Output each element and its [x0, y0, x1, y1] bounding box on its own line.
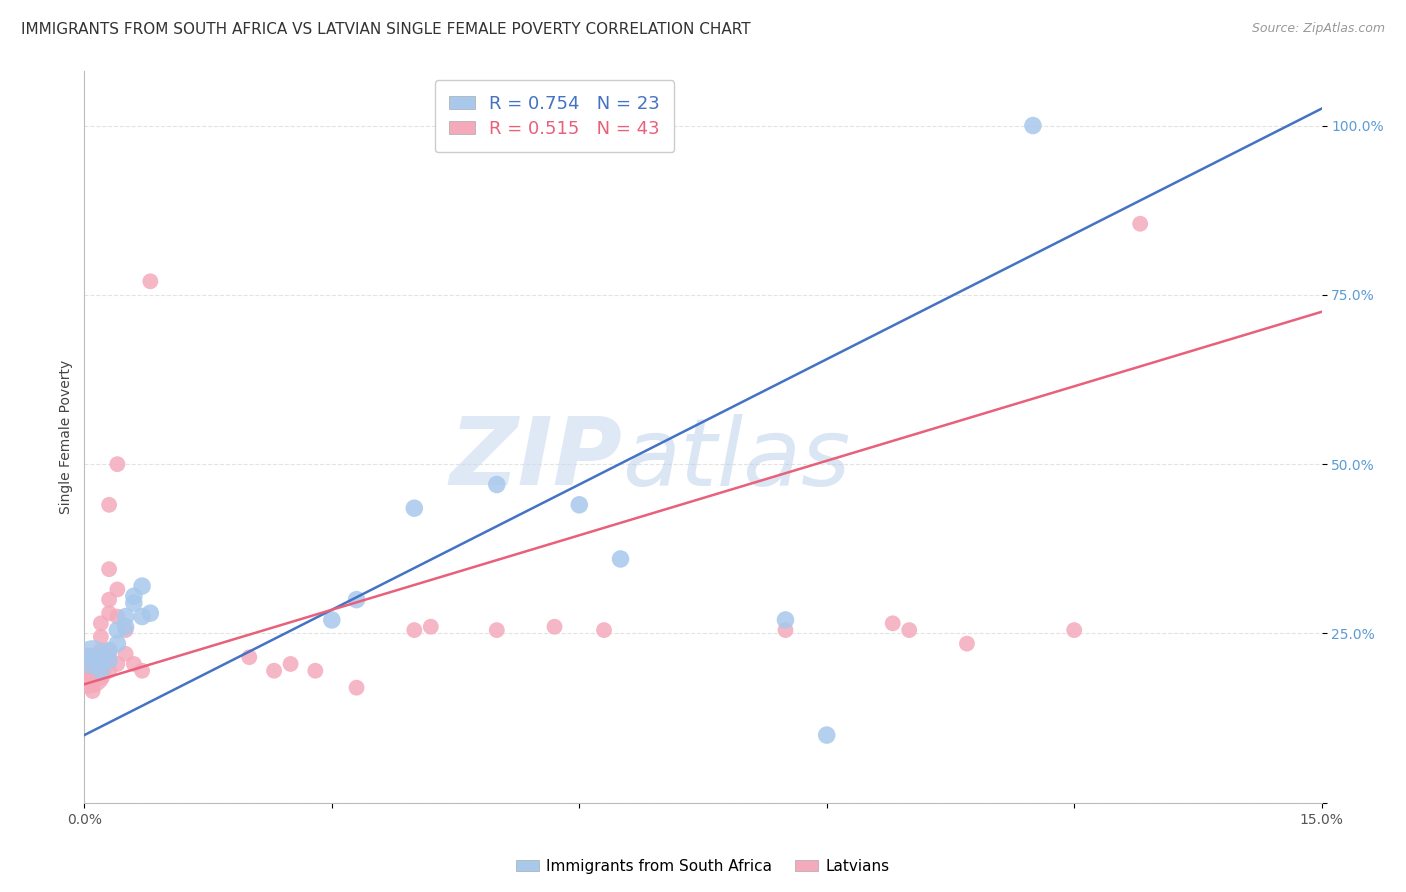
- Point: [280, 657, 302, 671]
- Point: [77, 664, 100, 678]
- Point: [956, 637, 979, 651]
- Point: [82, 664, 104, 678]
- Point: [1129, 217, 1152, 231]
- Point: [105, 582, 128, 597]
- Point: [1063, 623, 1085, 637]
- Point: [609, 552, 631, 566]
- Point: [122, 657, 145, 671]
- Point: [90, 671, 112, 685]
- Point: [114, 623, 136, 637]
- Point: [98, 664, 121, 678]
- Point: [1022, 119, 1045, 133]
- Point: [105, 609, 128, 624]
- Text: ZIP: ZIP: [450, 413, 623, 505]
- Point: [898, 623, 921, 637]
- Point: [122, 596, 145, 610]
- Point: [485, 623, 508, 637]
- Point: [346, 592, 368, 607]
- Point: [105, 623, 128, 637]
- Point: [82, 671, 104, 685]
- Point: [98, 562, 121, 576]
- Point: [105, 637, 128, 651]
- Point: [543, 620, 565, 634]
- Point: [105, 457, 128, 471]
- Legend: R = 0.754   N = 23, R = 0.515   N = 43: R = 0.754 N = 23, R = 0.515 N = 43: [434, 80, 675, 153]
- Point: [82, 677, 104, 691]
- Point: [98, 650, 121, 665]
- Point: [105, 657, 128, 671]
- Point: [98, 592, 121, 607]
- Point: [485, 477, 508, 491]
- Point: [90, 664, 112, 678]
- Text: Source: ZipAtlas.com: Source: ZipAtlas.com: [1251, 22, 1385, 36]
- Point: [568, 498, 591, 512]
- Point: [98, 654, 121, 668]
- Point: [114, 620, 136, 634]
- Point: [98, 643, 121, 657]
- Point: [114, 647, 136, 661]
- Point: [122, 589, 145, 603]
- Point: [815, 728, 838, 742]
- Legend: Immigrants from South Africa, Latvians: Immigrants from South Africa, Latvians: [510, 853, 896, 880]
- Point: [882, 616, 904, 631]
- Point: [404, 623, 426, 637]
- Point: [82, 650, 104, 665]
- Point: [131, 664, 153, 678]
- Point: [90, 643, 112, 657]
- Point: [775, 623, 797, 637]
- Point: [82, 684, 104, 698]
- Point: [263, 664, 285, 678]
- Point: [593, 623, 616, 637]
- Point: [775, 613, 797, 627]
- Point: [98, 498, 121, 512]
- Point: [131, 609, 153, 624]
- Point: [304, 664, 326, 678]
- Point: [90, 654, 112, 668]
- Text: atlas: atlas: [623, 414, 851, 505]
- Point: [90, 616, 112, 631]
- Point: [238, 650, 260, 665]
- Text: IMMIGRANTS FROM SOUTH AFRICA VS LATVIAN SINGLE FEMALE POVERTY CORRELATION CHART: IMMIGRANTS FROM SOUTH AFRICA VS LATVIAN …: [21, 22, 751, 37]
- Point: [77, 664, 100, 678]
- Point: [131, 579, 153, 593]
- Point: [321, 613, 343, 627]
- Point: [139, 274, 162, 288]
- Point: [90, 630, 112, 644]
- Point: [82, 650, 104, 665]
- Point: [98, 643, 121, 657]
- Y-axis label: Single Female Poverty: Single Female Poverty: [59, 360, 73, 514]
- Point: [86, 657, 108, 671]
- Point: [419, 620, 441, 634]
- Point: [346, 681, 368, 695]
- Point: [139, 606, 162, 620]
- Point: [114, 609, 136, 624]
- Point: [90, 657, 112, 671]
- Point: [98, 606, 121, 620]
- Point: [404, 501, 426, 516]
